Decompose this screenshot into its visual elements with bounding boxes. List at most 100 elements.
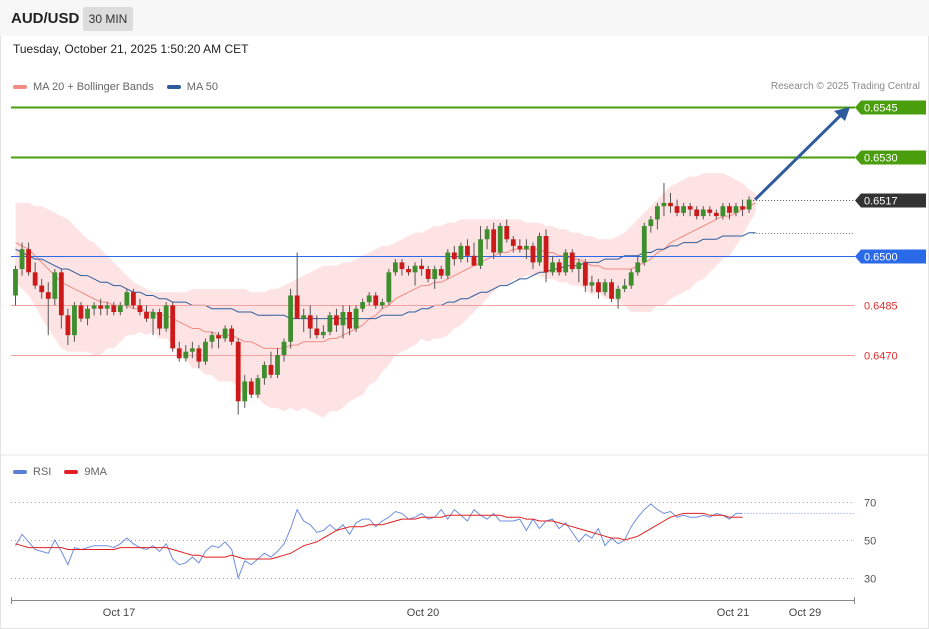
candle-body xyxy=(98,305,104,309)
candle-body xyxy=(353,308,359,329)
candle-body xyxy=(484,229,490,240)
candle-body xyxy=(229,328,235,342)
candle-body xyxy=(668,202,673,207)
candle-body xyxy=(334,315,339,326)
level-0-6530-label: 0.6530 xyxy=(864,153,898,165)
candle-body xyxy=(510,239,516,246)
x-axis: Oct 17 Oct 20 Oct 21 Oct 29 xyxy=(11,597,855,619)
candle-body xyxy=(281,341,287,355)
x-tick-label: Oct 29 xyxy=(789,607,821,619)
candle-body xyxy=(124,292,130,306)
candle-body xyxy=(248,381,254,395)
legend-swatch-9ma xyxy=(64,470,79,474)
candlesticks xyxy=(13,183,752,415)
candle-body xyxy=(438,269,444,276)
candle-body xyxy=(596,282,601,293)
candle-body xyxy=(288,295,293,342)
x-tick-label: Oct 21 xyxy=(717,607,749,619)
legend-swatch-ma20 xyxy=(13,85,27,89)
candle-body xyxy=(576,262,582,270)
candle-body xyxy=(740,206,745,210)
candle-body xyxy=(222,328,228,339)
candle-body xyxy=(602,282,608,293)
candle-body xyxy=(340,312,346,326)
level-0-6517-tag xyxy=(855,193,926,208)
rsi-pane: 70 50 30 xyxy=(11,498,876,586)
rsi-level-70-label: 70 xyxy=(864,498,876,510)
candle-body xyxy=(615,288,621,299)
candle-body xyxy=(746,199,752,210)
candle-body xyxy=(13,269,18,296)
candle-body xyxy=(72,305,77,336)
candle-body xyxy=(406,269,411,273)
price-levels: 0.6545 0.6530 0.6517 0.6500 0.6485 0.6470 xyxy=(11,100,926,363)
candle-body xyxy=(307,315,313,329)
candle-body xyxy=(58,272,64,316)
candle-body xyxy=(196,348,202,362)
candle-body xyxy=(524,245,529,250)
candle-body xyxy=(360,302,366,309)
candle-body xyxy=(301,315,307,319)
candle-body xyxy=(445,252,451,276)
candle-body xyxy=(386,272,392,303)
timeframe-button[interactable]: 30 MIN xyxy=(83,7,133,31)
candle-body xyxy=(85,308,90,319)
candle-body xyxy=(327,315,333,332)
x-tick-label: Oct 17 xyxy=(103,607,135,619)
candle-body xyxy=(314,328,320,336)
rsi-level-50-label: 50 xyxy=(864,536,876,548)
candle-body xyxy=(131,292,136,306)
candle-body xyxy=(720,206,726,217)
candle-body xyxy=(582,262,588,286)
legend-label-ma50: MA 50 xyxy=(186,81,218,93)
candle-body xyxy=(150,312,156,319)
credit-label: Research © 2025 Trading Central xyxy=(770,81,920,92)
candle-body xyxy=(65,315,71,336)
candle-body xyxy=(419,265,424,270)
x-tick-label: Oct 20 xyxy=(407,607,439,619)
candle-body xyxy=(537,235,542,263)
target-arrow-shaft xyxy=(754,112,844,201)
candle-body xyxy=(707,209,713,213)
candle-body xyxy=(209,335,215,342)
candle-body xyxy=(163,305,169,329)
candle-body xyxy=(713,212,719,217)
candle-body xyxy=(609,282,614,299)
candle-body xyxy=(216,335,221,339)
candle-body xyxy=(39,285,45,293)
level-0-6500-label: 0.6500 xyxy=(864,252,898,264)
candle-body xyxy=(294,295,300,319)
candle-body xyxy=(517,245,523,250)
candle-body xyxy=(563,252,569,273)
candle-body xyxy=(681,206,686,213)
target-arrow xyxy=(754,107,850,201)
candle-body xyxy=(268,364,274,375)
candle-body xyxy=(379,302,385,306)
candle-body xyxy=(347,312,352,329)
candle-body xyxy=(111,305,117,313)
level-0-6530-tag xyxy=(855,150,926,165)
candle-body xyxy=(393,262,398,273)
level-0-6485-label: 0.6485 xyxy=(864,301,898,313)
candle-body xyxy=(641,226,647,263)
candle-body xyxy=(242,381,248,402)
candle-body xyxy=(451,252,457,260)
legend-swatch-ma50 xyxy=(166,85,181,89)
candle-body xyxy=(189,348,195,352)
level-0-6545-label: 0.6545 xyxy=(864,103,898,115)
main-legend: MA 20 + Bollinger Bands MA 50 xyxy=(13,81,218,93)
candle-body xyxy=(52,272,58,299)
candle-body xyxy=(144,312,149,319)
legend-swatch-rsi xyxy=(13,470,27,474)
candle-body xyxy=(176,348,182,359)
candle-body xyxy=(137,305,143,313)
candle-body xyxy=(491,229,497,253)
candle-body xyxy=(543,235,549,273)
candle-body xyxy=(366,295,372,303)
candle-body xyxy=(412,265,418,273)
candle-body xyxy=(622,285,628,289)
candle-body xyxy=(157,312,162,329)
candle-body xyxy=(183,351,189,359)
legend-label-rsi: RSI xyxy=(33,466,52,478)
